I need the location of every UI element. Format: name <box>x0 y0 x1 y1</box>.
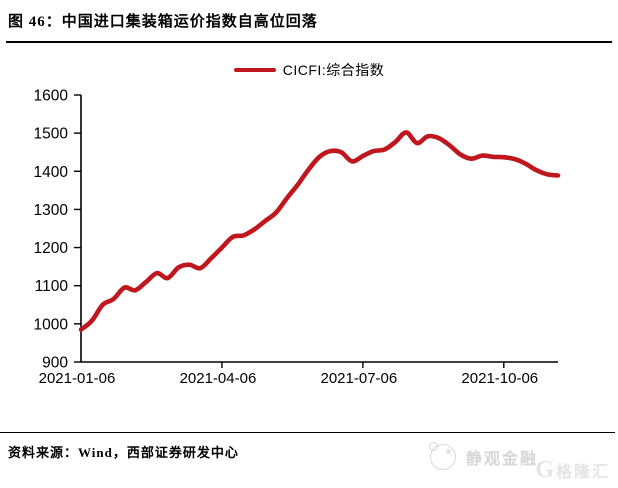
y-tick-label: 1300 <box>34 202 69 219</box>
cicfi-line <box>78 130 561 332</box>
y-tick-label: 1200 <box>34 240 69 257</box>
y-tick-label: 900 <box>42 355 68 372</box>
y-axis: 900 1000 1100 1200 1300 1400 1500 1600 <box>34 88 82 372</box>
title-divider <box>6 41 612 43</box>
x-tick-label: 2021-07-06 <box>320 370 397 387</box>
y-tick-label: 1500 <box>34 126 69 143</box>
source-note: 资料来源：Wind，西部证券研发中心 <box>8 445 239 460</box>
watermark-platform-row: G 格隆汇 <box>535 458 610 482</box>
y-tick-label: 1000 <box>34 316 69 333</box>
figure-title: 图 46：中国进口集装箱运价指数自高位回落 <box>8 14 318 30</box>
line-chart: 900 1000 1100 1200 1300 1400 1500 1600 2021-01-… <box>34 88 561 387</box>
series-line <box>78 130 561 332</box>
y-tick-label: 1600 <box>34 88 69 105</box>
watermark-account-name: 静观金融 <box>466 451 539 468</box>
x-axis: 2021-01-06 2021-04-06 2021-07-06 2021-10-06 <box>39 361 558 387</box>
x-tick-label: 2021-01-06 <box>39 370 116 387</box>
y-tick-label: 1400 <box>34 164 69 181</box>
legend-series-label: CICFI:综合指数 <box>282 62 385 78</box>
watermark-account-row: 静观金融 <box>429 442 539 470</box>
gelonghui-g-icon: G <box>535 457 554 483</box>
watermark: 静观金融 G 格隆汇 <box>429 442 610 484</box>
legend-line-swatch <box>233 68 276 72</box>
x-tick-label: 2021-04-06 <box>180 370 257 387</box>
x-tick-label: 2021-10-06 <box>461 370 538 387</box>
panda-logo-icon <box>429 442 456 470</box>
watermark-platform-name: 格隆汇 <box>555 464 610 481</box>
footer-divider <box>0 432 615 433</box>
chart-legend: CICFI:综合指数 <box>0 60 618 80</box>
y-tick-label: 1100 <box>35 278 69 295</box>
